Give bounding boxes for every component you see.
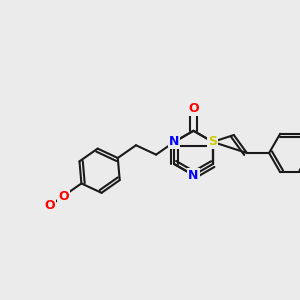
Text: O: O xyxy=(58,190,68,203)
Text: N: N xyxy=(188,169,199,182)
Text: S: S xyxy=(208,135,217,148)
Text: O: O xyxy=(188,102,199,115)
Text: N: N xyxy=(169,135,179,148)
Text: O: O xyxy=(44,199,55,212)
